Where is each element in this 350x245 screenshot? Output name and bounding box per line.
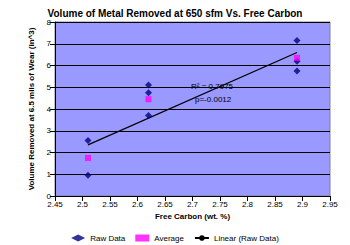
svg-text:1: 1 bbox=[47, 170, 52, 179]
svg-text:2.8: 2.8 bbox=[242, 200, 254, 209]
svg-text:2.65: 2.65 bbox=[157, 200, 173, 209]
svg-text:Linear (Raw Data): Linear (Raw Data) bbox=[214, 234, 279, 243]
svg-text:Raw Data: Raw Data bbox=[90, 234, 126, 243]
svg-text:8: 8 bbox=[47, 18, 52, 27]
svg-text:2.85: 2.85 bbox=[267, 200, 283, 209]
svg-text:R² = 0.7975: R² = 0.7975 bbox=[191, 82, 234, 91]
svg-text:3: 3 bbox=[47, 126, 52, 135]
svg-text:Volume Removed at 6.5 mils of: Volume Removed at 6.5 mils of Wear (in^3… bbox=[27, 27, 36, 190]
svg-text:2.9: 2.9 bbox=[297, 200, 309, 209]
svg-text:2.55: 2.55 bbox=[102, 200, 118, 209]
svg-text:Volume of Metal Removed at 650: Volume of Metal Removed at 650 sfm Vs. F… bbox=[48, 8, 303, 19]
svg-text:2.6: 2.6 bbox=[132, 200, 144, 209]
svg-text:7: 7 bbox=[47, 39, 52, 48]
svg-text:5: 5 bbox=[47, 83, 52, 92]
svg-text:p=-0.0012: p=-0.0012 bbox=[195, 95, 232, 104]
svg-text:Free Carbon (wt. %): Free Carbon (wt. %) bbox=[155, 212, 230, 221]
svg-text:2.7: 2.7 bbox=[187, 200, 199, 209]
svg-text:0: 0 bbox=[46, 191, 51, 201]
svg-text:4: 4 bbox=[47, 105, 52, 114]
svg-text:2.45: 2.45 bbox=[47, 200, 63, 209]
svg-text:2.95: 2.95 bbox=[322, 200, 338, 209]
svg-text:2.5: 2.5 bbox=[77, 200, 89, 209]
svg-text:6: 6 bbox=[47, 61, 52, 70]
svg-text:2.75: 2.75 bbox=[212, 200, 228, 209]
svg-text:Average: Average bbox=[154, 234, 184, 243]
svg-text:2: 2 bbox=[47, 148, 52, 157]
